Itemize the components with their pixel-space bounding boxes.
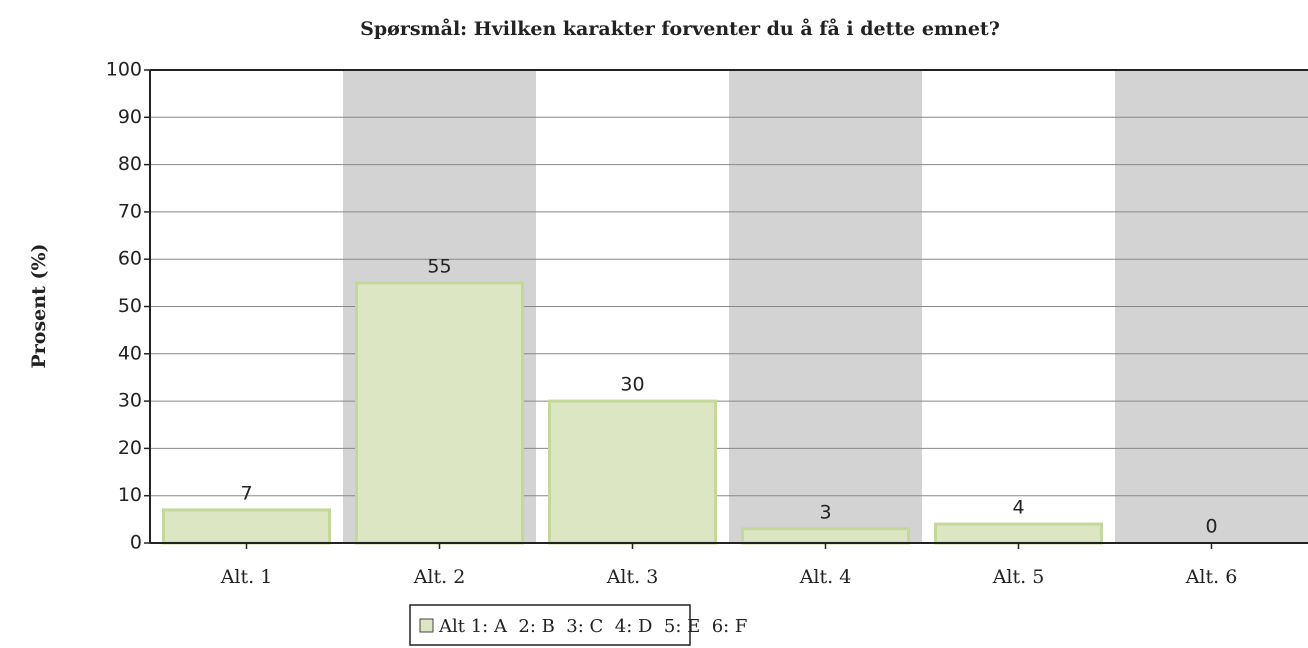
y-tick-label: 60 — [118, 248, 142, 270]
x-tick-label: Alt. 1 — [220, 566, 273, 588]
y-tick-label: 100 — [106, 59, 142, 81]
y-tick-label: 0 — [130, 532, 142, 554]
x-tick-label: Alt. 5 — [992, 566, 1045, 588]
y-tick-label: 50 — [118, 295, 142, 317]
bar — [162, 508, 331, 545]
y-tick-label: 40 — [118, 342, 142, 364]
y-tick-label: 20 — [118, 437, 142, 459]
value-label: 3 — [819, 501, 831, 523]
x-tick-label: Alt. 3 — [606, 566, 659, 588]
value-label: 55 — [427, 255, 451, 277]
legend-box — [409, 604, 691, 646]
x-tick-label: Alt. 6 — [1185, 566, 1238, 588]
y-tick-label: 70 — [118, 200, 142, 222]
chart-title: Spørsmål: Hvilken karakter forventer du … — [360, 17, 1000, 40]
legend-label: Alt 1: A 2: B 3: C 4: D 5: E 6: F — [438, 616, 747, 637]
bar — [741, 527, 910, 545]
x-tick-label: Alt. 4 — [799, 566, 852, 588]
bar — [548, 399, 717, 545]
legend-swatch — [419, 618, 434, 633]
bar — [355, 281, 524, 545]
y-tick-label: 10 — [118, 484, 142, 506]
value-label: 7 — [240, 482, 252, 504]
bar — [934, 522, 1103, 545]
y-tick-label: 30 — [118, 390, 142, 412]
y-tick-label: 80 — [118, 153, 142, 175]
value-label: 4 — [1012, 497, 1024, 519]
x-tick-label: Alt. 2 — [413, 566, 466, 588]
value-label: 0 — [1205, 516, 1217, 538]
y-axis-label: Prosent (%) — [28, 244, 50, 369]
value-label: 30 — [620, 374, 644, 396]
y-tick-label: 90 — [118, 106, 142, 128]
